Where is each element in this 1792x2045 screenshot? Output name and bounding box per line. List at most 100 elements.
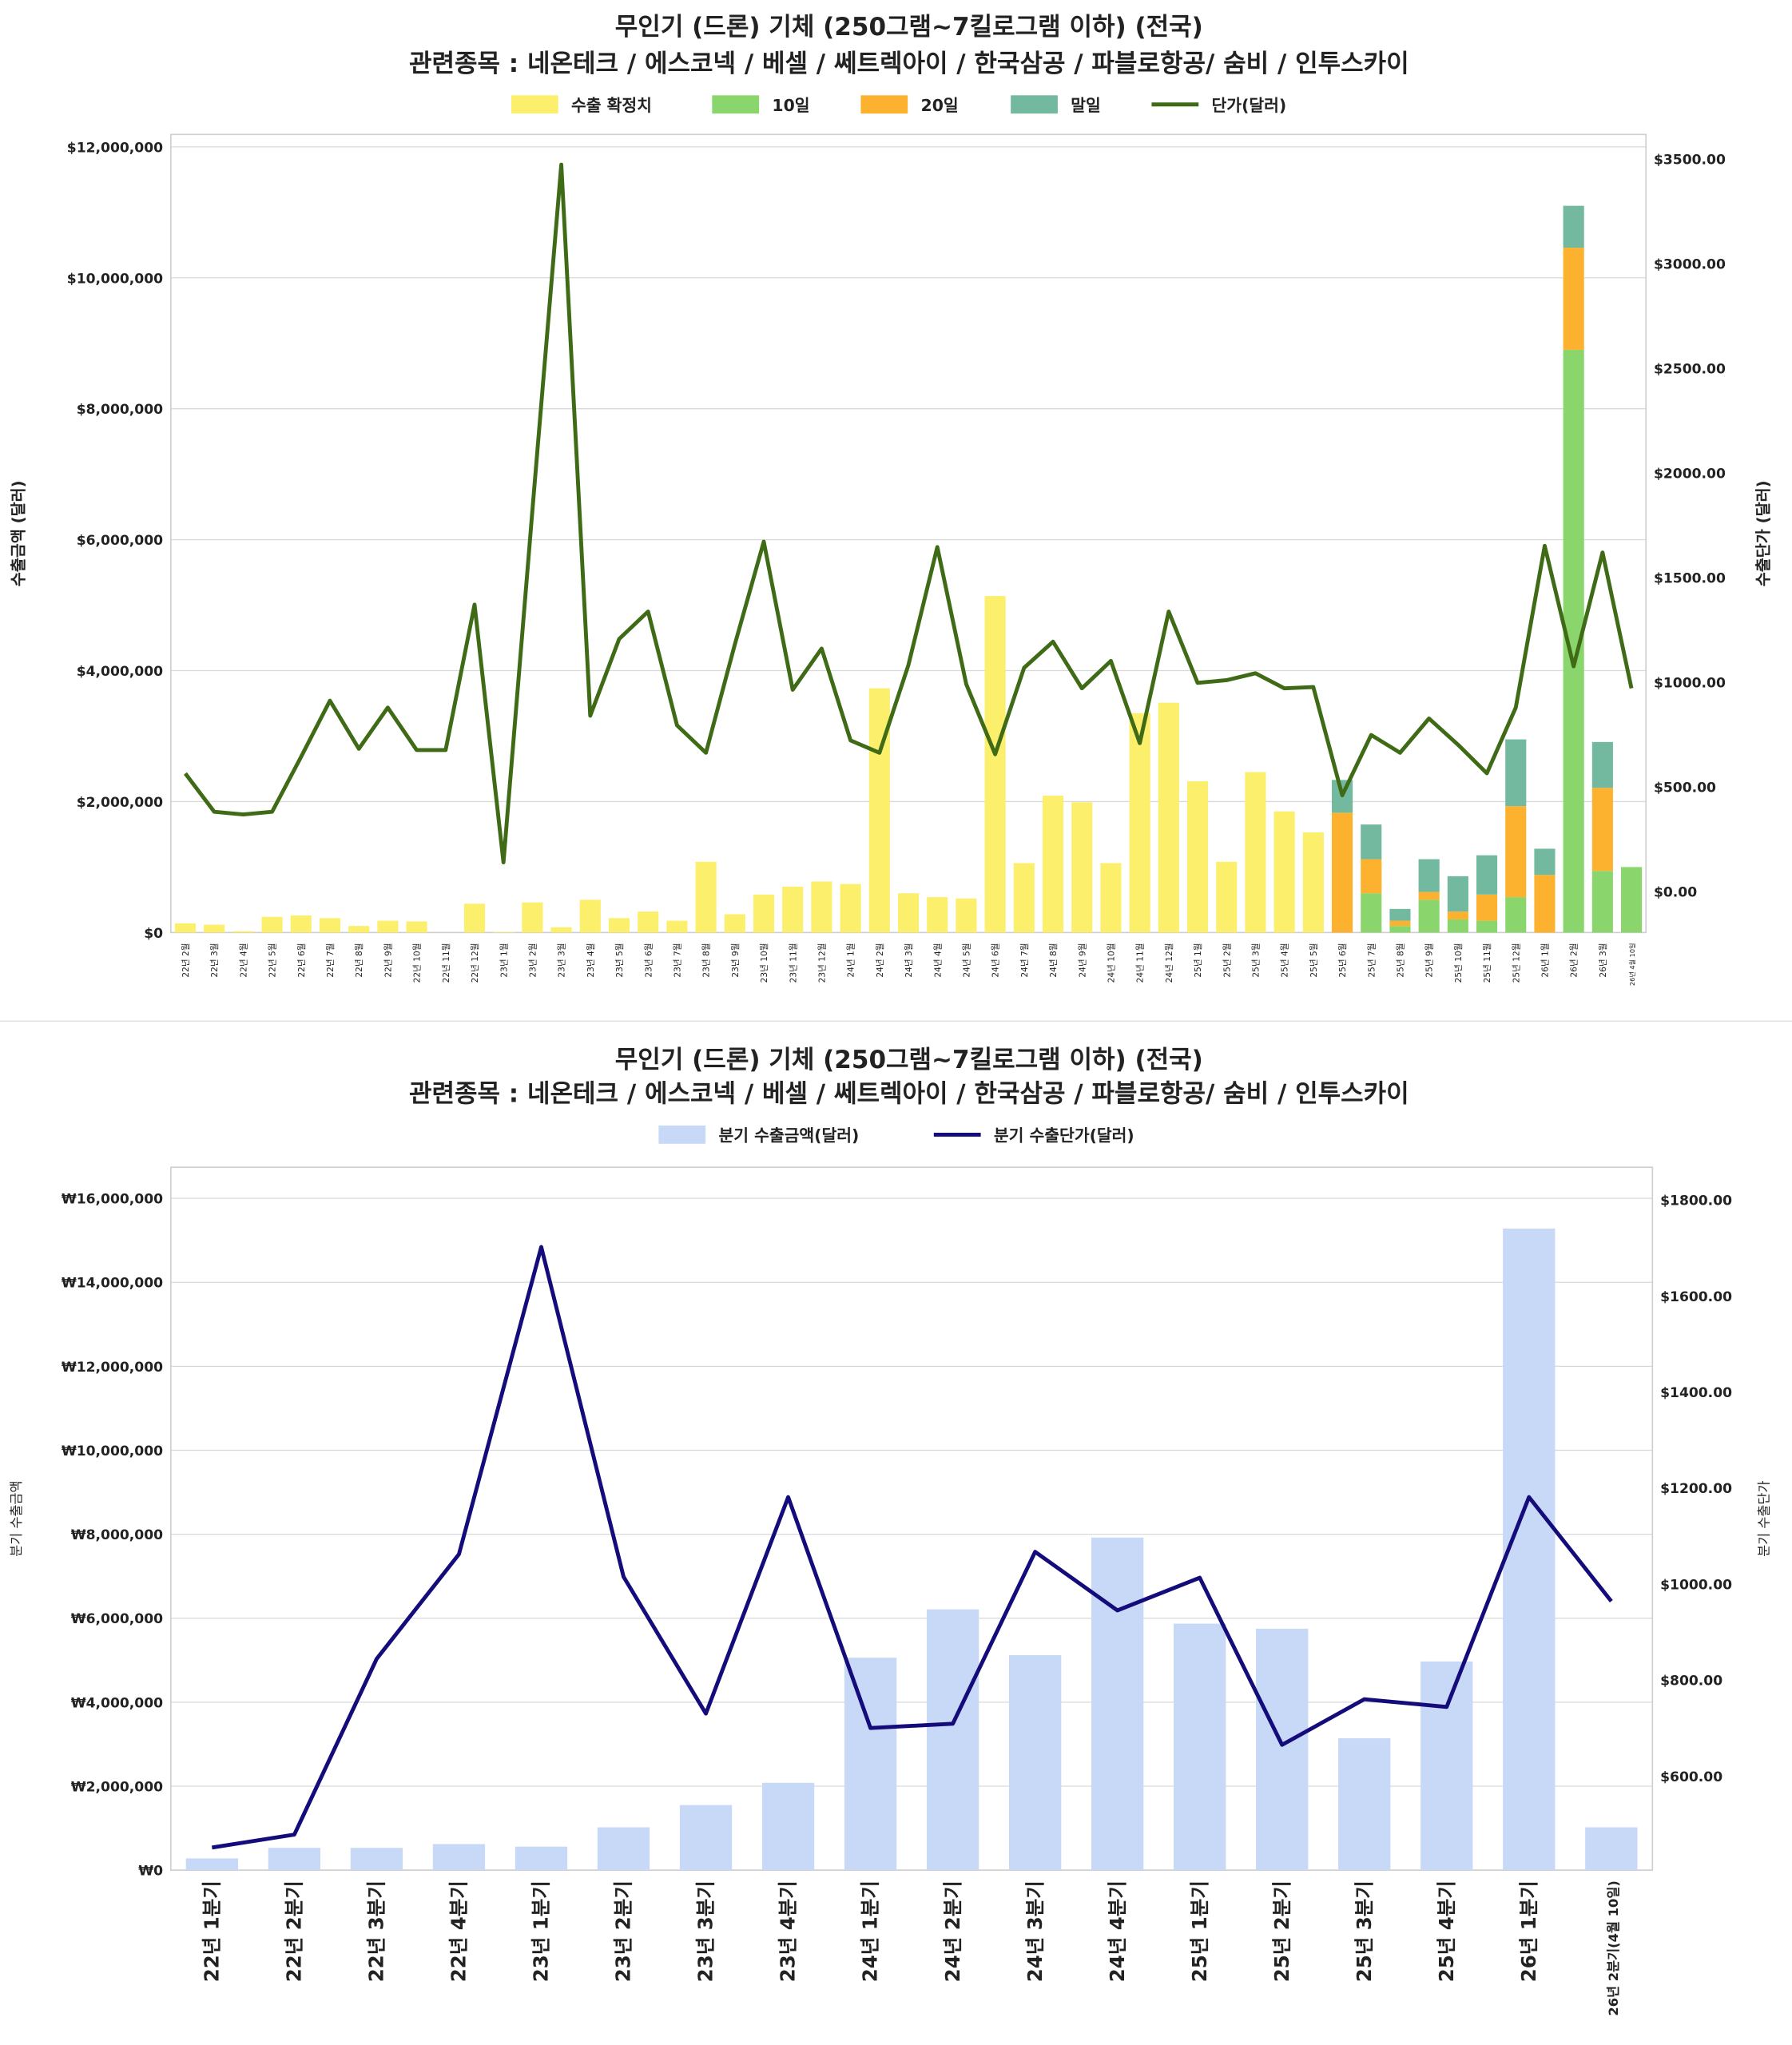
bar-3 [1389, 920, 1411, 927]
x-tick-label: 22년 2월 [181, 943, 191, 977]
bar-2 [1447, 919, 1468, 933]
y-tick-label: ₩8,000,000 [71, 1527, 163, 1543]
x-tick-label: 24년 5월 [961, 943, 971, 977]
x-tick-label: 23년 2월 [527, 943, 538, 977]
chart-subtitle: 관련종목 : 네온테크 / 에스코넥 / 베셀 / 쎄트렉아이 / 한국삼공 /… [409, 1080, 1409, 1109]
bar-3 [1447, 911, 1468, 919]
chart-title: 무인기 (드론) 기체 (250그램~7킬로그램 이하) (전국) [615, 13, 1203, 42]
legend: 수출 확정치 10일 20일 말일 단가(달러) [511, 95, 1286, 115]
x-tick-label: 25년 3월 [1251, 943, 1262, 977]
y2-tick-label: $2000.00 [1654, 466, 1726, 482]
bar-1 [1186, 781, 1209, 933]
y-tick-label: ₩4,000,000 [71, 1695, 163, 1711]
bar-2 [1361, 893, 1382, 933]
x-tick-label: 24년 2월 [875, 943, 885, 977]
x-tick-label: 25년 2분기 [1270, 1880, 1293, 1982]
bar-1 [840, 884, 861, 933]
bar-1 [185, 1858, 239, 1871]
bar-1 [897, 893, 920, 933]
y-tick-label: ₩2,000,000 [71, 1780, 163, 1796]
y-tick-label: ₩0 [138, 1864, 163, 1880]
x-tick-label: 22년 7월 [325, 943, 336, 977]
x-tick-label: 26년 1월 [1540, 943, 1551, 977]
x-tick-label: 24년 9월 [1077, 943, 1087, 977]
x-tick-label: 24년 6월 [991, 943, 1001, 977]
y2-tick-label: $1000.00 [1654, 675, 1726, 691]
bar-1 [679, 1805, 733, 1871]
legend-label: 말일 [1071, 96, 1101, 115]
y2-axis-label: 수출단가 (달러) [1754, 480, 1773, 586]
bar-4 [1591, 741, 1613, 788]
x-tick-label: 25년 1월 [1193, 943, 1203, 977]
x-tick-label: 24년 10월 [1107, 943, 1117, 983]
chart-subtitle: 관련종목 : 네온테크 / 에스코넥 / 베셀 / 쎄트렉아이 / 한국삼공 /… [409, 50, 1409, 78]
bar-4 [1563, 205, 1584, 248]
bar-4 [1447, 876, 1468, 912]
bar-2 [1505, 897, 1527, 933]
y-axis-label: 수출금액 (달러) [9, 480, 27, 586]
bar-3 [1361, 859, 1382, 894]
bar-1 [493, 931, 515, 933]
bar-2 [1621, 867, 1643, 933]
x-tick-label: 23년 6월 [643, 943, 654, 977]
x-tick-label: 22년 4분기 [447, 1880, 471, 1982]
x-tick-label: 24년 11월 [1135, 943, 1146, 983]
bar-3 [1505, 806, 1527, 898]
bar-4 [1476, 855, 1498, 895]
bar-1 [695, 861, 717, 933]
y2-tick-label: $1000.00 [1660, 1577, 1732, 1593]
x-tick-label: 23년 1월 [499, 943, 509, 977]
bar-3 [1331, 812, 1353, 933]
legend-swatch [1011, 95, 1058, 114]
plot-frame [170, 1166, 1654, 1871]
x-tick-label: 23년 12월 [817, 943, 827, 983]
bar-1 [1008, 1654, 1062, 1871]
bar-1 [406, 921, 427, 933]
x-tick-label: 24년 2분기 [941, 1880, 964, 1982]
y-tick-label: $10,000,000 [67, 271, 163, 287]
y2-tick-label: $0.00 [1654, 884, 1697, 900]
x-tick-label: 25년 6월 [1337, 943, 1348, 977]
x-tick-label: 23년 5월 [614, 943, 625, 977]
y-axis-label: 분기 수출금액 [9, 1481, 24, 1557]
x-tick-label: 24년 3분기 [1023, 1880, 1047, 1982]
y-tick-label: $6,000,000 [77, 533, 163, 549]
y-tick-label: ₩6,000,000 [71, 1611, 163, 1627]
legend-label: 분기 수출단가(달러) [994, 1126, 1134, 1146]
x-tick-label: 24년 3월 [904, 943, 914, 977]
bar-1 [1013, 863, 1035, 933]
x-tick-label: 26년 3월 [1598, 943, 1608, 977]
legend-swatch [712, 95, 760, 114]
x-tick-label: 22년 2분기 [283, 1880, 306, 1982]
bar-1 [724, 914, 745, 933]
x-tick-label: 25년 5월 [1309, 943, 1319, 977]
x-tick-label: 22년 8월 [354, 943, 364, 977]
chart-2: 무인기 (드론) 기체 (250그램~7킬로그램 이하) (전국) 관련종목 : … [9, 1046, 1771, 2015]
chart-title: 무인기 (드론) 기체 (250그램~7킬로그램 이하) (전국) [615, 1046, 1203, 1074]
x-tick-label: 26년 2분기(4월 10일) [1606, 1880, 1621, 2015]
price-line [183, 162, 1634, 865]
x-tick-label: 24년 4월 [932, 943, 943, 977]
y-tick-label: $12,000,000 [67, 140, 163, 156]
legend-swatch [511, 95, 558, 114]
y2-tick-label: $1600.00 [1660, 1289, 1732, 1305]
x-tick-label: 22년 12월 [470, 943, 480, 983]
y-tick-label: ₩16,000,000 [62, 1192, 163, 1208]
x-tick-label: 25년 12월 [1511, 943, 1521, 983]
bar-2 [1591, 871, 1613, 933]
bar-1 [515, 1846, 568, 1871]
bar-1 [174, 923, 197, 933]
x-tick-label: 23년 9월 [730, 943, 741, 977]
bar-4 [1534, 848, 1556, 876]
x-tick-label: 25년 1분기 [1188, 1880, 1211, 1982]
x-tick-label: 22년 11월 [441, 943, 451, 983]
bar-1 [1302, 832, 1324, 933]
legend-label: 수출 확정치 [571, 96, 652, 115]
bar-3 [1534, 875, 1556, 933]
y2-tick-label: $1500.00 [1654, 570, 1726, 586]
x-tick-label: 23년 1분기 [530, 1880, 553, 1982]
x-tick-label: 22년 4월 [238, 943, 248, 977]
x-tick-label: 22년 9월 [383, 943, 393, 977]
bar-1 [268, 1848, 321, 1871]
